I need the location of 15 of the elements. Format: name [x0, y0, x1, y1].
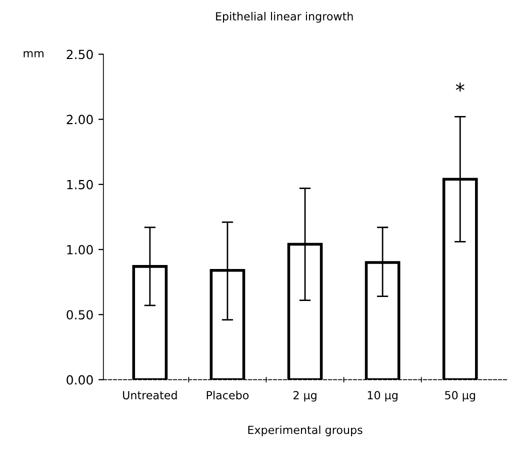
y-tick-label: 2.00	[66, 114, 93, 124]
x-tick-label: Untreated	[123, 390, 177, 400]
annotation: *	[456, 82, 464, 92]
chart-title: Epithelial linear ingrowth	[216, 12, 353, 23]
x-tick-label: Placebo	[206, 390, 249, 400]
y-tick-label: 1.50	[67, 180, 93, 190]
x-axis-title: Experimental groups	[248, 425, 362, 436]
y-tick-label: 1.00	[67, 244, 93, 254]
y-tick-label: 0.50	[66, 310, 93, 320]
x-tick-label: 50 µg	[445, 390, 476, 402]
y-tick-label: 2.50	[66, 50, 93, 60]
y-tick-label: 0.00	[66, 375, 93, 385]
x-tick-label: 2 µg	[293, 390, 316, 402]
y-axis-title: mm	[24, 51, 44, 58]
x-tick-label: 10 µg	[368, 390, 398, 402]
